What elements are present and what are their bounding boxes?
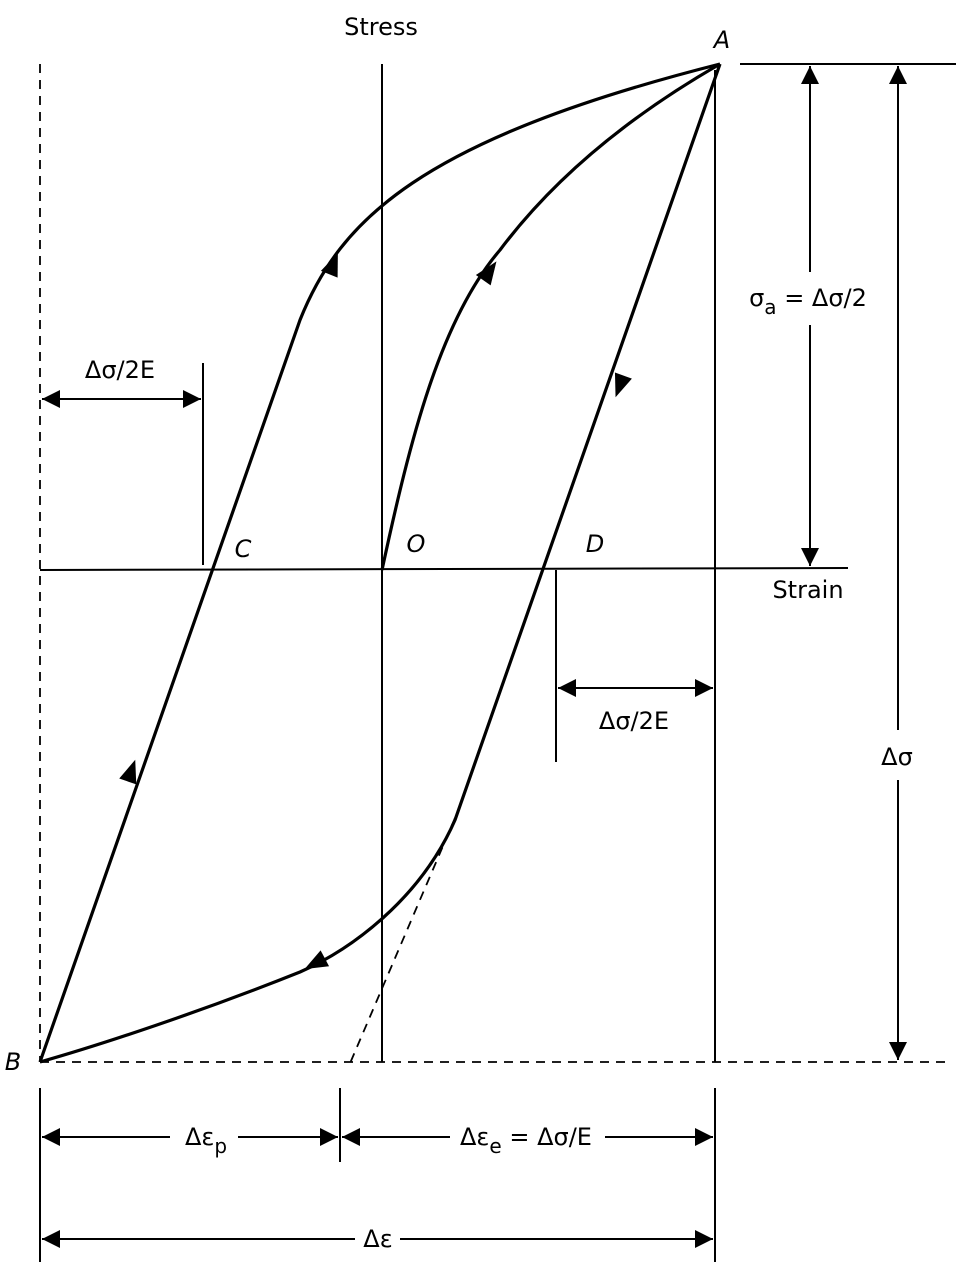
amplitude-label: σa = Δσ/2 bbox=[749, 284, 867, 319]
total-strain-label: Δε bbox=[363, 1225, 392, 1253]
point-b-label: B bbox=[5, 1048, 21, 1076]
plastic-strain-label: Δεp bbox=[185, 1123, 227, 1158]
direction-arrow-icon bbox=[614, 372, 632, 398]
stress-range-label: Δσ bbox=[881, 743, 913, 771]
elastic-unloading-dashed-line bbox=[347, 817, 456, 1069]
unloading-branch-curve bbox=[39, 63, 722, 1064]
point-d-label: D bbox=[586, 530, 604, 558]
stress-axis-label: Stress bbox=[344, 13, 418, 41]
initial-loading-curve bbox=[380, 62, 721, 571]
strain-axis bbox=[39, 567, 849, 571]
point-a-label: A bbox=[712, 26, 730, 54]
point-c-label: C bbox=[235, 535, 252, 563]
strain-axis-label: Strain bbox=[772, 576, 843, 604]
elastic-strain-label: Δεe = Δσ/E bbox=[460, 1123, 592, 1158]
loading-branch-curve bbox=[38, 62, 721, 1063]
direction-arrow-icon bbox=[304, 950, 330, 970]
point-o-label: O bbox=[407, 530, 426, 558]
direction-arrow-icon bbox=[475, 261, 497, 286]
direction-arrow-icon bbox=[320, 252, 338, 278]
left-half-range-label: Δσ/2E bbox=[85, 356, 155, 384]
direction-arrow-icon bbox=[119, 759, 137, 785]
right-half-range-label: Δσ/2E bbox=[599, 707, 669, 735]
